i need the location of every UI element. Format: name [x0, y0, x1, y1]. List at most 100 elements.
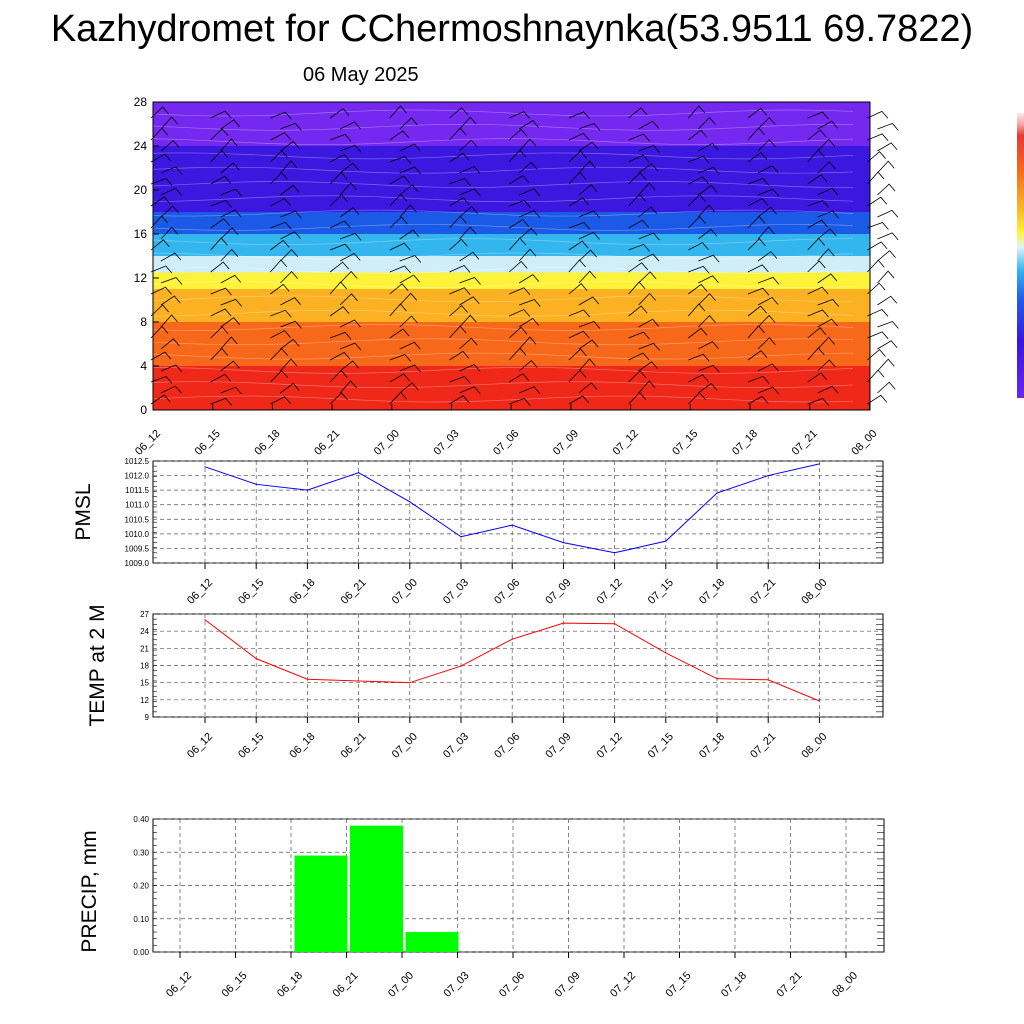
wind-barb	[150, 265, 173, 274]
wind-barb	[220, 336, 238, 350]
wind-barb	[688, 194, 706, 207]
wind-barb	[508, 128, 528, 141]
wind-barb	[877, 209, 899, 218]
wind-barb	[339, 144, 362, 153]
wind-barb	[747, 264, 769, 273]
contour-line	[152, 166, 854, 174]
wind-barb	[280, 160, 298, 174]
wind-barb	[509, 111, 531, 119]
wind-barb	[867, 331, 889, 340]
wind-barb	[399, 143, 421, 152]
contour-line	[152, 281, 854, 288]
wind-barb	[518, 274, 540, 284]
data-point	[255, 483, 257, 485]
wind-barb	[877, 183, 896, 196]
data-point	[818, 463, 821, 465]
wind-barb	[628, 172, 647, 185]
wind-barb	[757, 206, 777, 218]
wind-barb	[518, 248, 537, 262]
wind-barb	[817, 138, 836, 152]
x-tick-label: 07_06	[492, 577, 522, 607]
wind-barb	[459, 226, 477, 240]
wind-barb	[638, 361, 658, 372]
wind-barb	[817, 298, 840, 307]
wind-barb	[399, 229, 420, 240]
wind-barb	[877, 123, 899, 131]
wind-barb	[280, 231, 301, 240]
wind-barb	[867, 196, 888, 207]
wind-barb	[578, 184, 598, 196]
wind-barb	[160, 385, 182, 394]
data-point	[562, 542, 565, 544]
wind-barb	[817, 385, 839, 394]
wind-barb	[688, 353, 710, 362]
wind-barb	[389, 373, 410, 383]
wind-barb	[270, 309, 292, 318]
wind-barb	[817, 210, 839, 219]
x-tick-label: 06_21	[339, 577, 369, 607]
wind-barb	[210, 175, 232, 185]
wind-barb	[449, 304, 468, 317]
y-tick-label: 0.40	[133, 815, 149, 824]
wind-barb	[807, 286, 829, 295]
y-tick-label: 1009.5	[125, 544, 150, 553]
wind-barb	[459, 364, 481, 372]
wind-barb	[807, 372, 828, 383]
x-tick-label: 08_00	[799, 577, 829, 607]
wind-barb	[877, 142, 898, 152]
wind-barb	[220, 119, 241, 130]
x-tick-label: 07_15	[646, 731, 676, 761]
wind-barb	[509, 287, 531, 295]
x-tick-label: 06_15	[236, 731, 266, 761]
x-tick-label: 07_09	[543, 731, 573, 761]
wind-barb	[220, 162, 240, 174]
wind-barb	[518, 120, 540, 130]
wind-barb	[817, 359, 836, 372]
wind-barb	[459, 139, 478, 152]
wind-barb	[508, 260, 528, 273]
wind-barb	[160, 187, 182, 196]
x-tick-label: 06_18	[287, 731, 317, 761]
wind-barb	[747, 238, 766, 251]
wind-barb	[867, 110, 889, 119]
wind-barb	[160, 116, 178, 130]
wind-barb	[339, 380, 357, 394]
wind-barb	[628, 331, 650, 340]
data-point	[255, 658, 257, 660]
pmsl-chart: 1009.0 1009.5 1010.0 1010.5 1011.0 1011.5 1012…	[72, 457, 884, 607]
wind-barb	[519, 386, 541, 395]
wind-barb	[747, 350, 768, 361]
x-tick-label: 07_12	[611, 428, 641, 458]
wind-barb	[210, 261, 230, 273]
data-point	[358, 680, 360, 682]
wind-barb	[568, 150, 587, 163]
x-tick-label: 06_15	[193, 428, 223, 458]
wind-barb	[160, 276, 183, 285]
wind-barb	[220, 209, 242, 218]
contour-line	[152, 238, 854, 246]
wind-barb	[270, 370, 288, 383]
wind-barb	[757, 116, 776, 130]
wind-barb	[280, 320, 302, 329]
wind-barb	[459, 386, 481, 395]
colorbar	[1017, 113, 1024, 398]
x-tick-label: 06_18	[275, 970, 305, 1000]
wind-barb	[220, 227, 239, 240]
wind-barb	[867, 349, 886, 361]
wind-barb	[578, 210, 600, 219]
wind-barb	[757, 337, 776, 350]
wind-barb	[867, 241, 888, 251]
y-tick-label: 24	[134, 139, 148, 153]
wind-barb	[867, 151, 886, 163]
x-tick-label: 07_06	[491, 428, 521, 458]
x-tick-label: 07_03	[432, 428, 462, 458]
y-tick-label: 21	[140, 644, 149, 653]
wind-barb	[220, 317, 241, 328]
wind-barb	[508, 373, 530, 383]
wind-barb	[508, 326, 528, 339]
x-tick-label: 07_00	[390, 731, 420, 761]
y-tick-label: 20	[134, 183, 148, 197]
forecast-date: 06 May 2025	[303, 64, 419, 86]
wind-barb	[518, 317, 540, 328]
x-tick-label: 07_21	[748, 577, 778, 607]
